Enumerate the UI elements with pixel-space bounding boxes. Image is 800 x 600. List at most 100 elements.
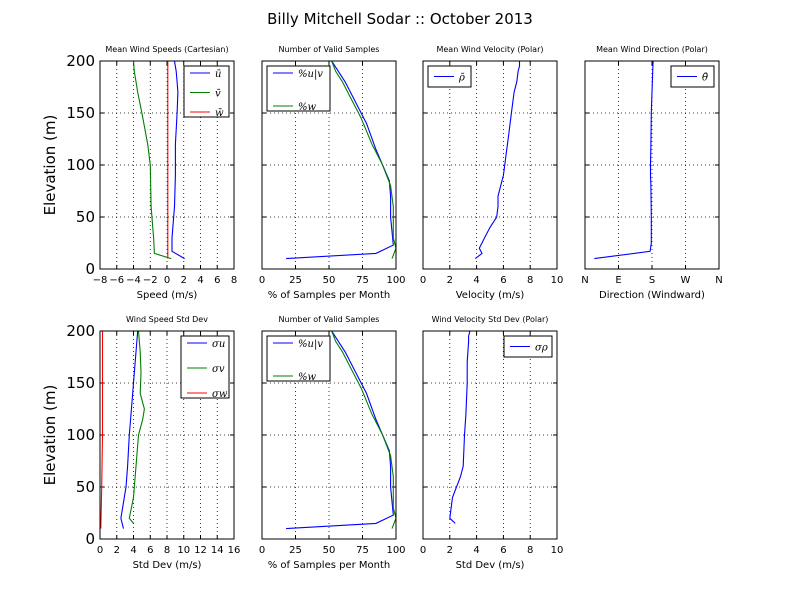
legend: σρ (503, 335, 553, 358)
chart-wind-velocity-std-dev: Wind Velocity Std Dev (Polar) 0 2 4 6 8 10 Std … (420, 315, 564, 571)
y-tick-label: 200 (66, 52, 95, 70)
series-line-0 (594, 61, 654, 260)
series-line-2 (100, 331, 104, 529)
x-tick-label: 6 (500, 545, 506, 556)
chart-title: Wind Speed Std Dev (126, 315, 208, 324)
legend-label: ū (215, 69, 221, 80)
x-tick-label: N (581, 275, 588, 286)
series-line-1 (132, 61, 172, 260)
legend-label: σu (212, 339, 225, 350)
chart-title: Mean Wind Velocity (Polar) (436, 45, 543, 54)
x-axis-label: % of Samples per Month (268, 290, 391, 301)
x-tick-label: W (681, 275, 691, 286)
x-tick-label: 16 (228, 545, 241, 556)
x-axis-label: Std Dev (m/s) (133, 560, 202, 571)
legend-label: %u|v (298, 339, 323, 350)
legend-label: %w (298, 102, 317, 113)
x-tick-label: 10 (551, 275, 564, 286)
x-tick-label: 14 (211, 545, 224, 556)
x-tick-label: E (615, 275, 621, 286)
chart-title: Mean Wind Speeds (Cartesian) (105, 45, 228, 54)
series-line-1 (331, 61, 396, 259)
x-tick-label: 4 (473, 545, 479, 556)
x-tick-label: 0 (420, 275, 426, 286)
legend-label: σρ (535, 343, 548, 354)
legend-label: σw (212, 389, 228, 400)
y-tick-label: 100 (66, 156, 95, 174)
legend-box (180, 335, 230, 399)
plot-frame (422, 60, 558, 270)
legend-label: w̄ (215, 108, 224, 119)
x-tick-label: 10 (177, 545, 190, 556)
x-tick-label: 6 (147, 545, 153, 556)
series-line-0 (449, 331, 471, 524)
legend-label: ρ̄ (458, 73, 465, 84)
y-tick-label: 150 (66, 374, 95, 392)
plot-frame (584, 60, 720, 270)
y-axis-label: Elevation (m) (41, 385, 59, 486)
x-tick-label: 100 (386, 275, 405, 286)
x-tick-label: 25 (289, 545, 302, 556)
legend: ρ̄ (427, 65, 472, 88)
chart-mean-wind-direction: Mean Wind Direction (Polar) N E S W N Directio… (581, 45, 722, 301)
chart-title: Number of Valid Samples (279, 45, 380, 54)
x-tick-label: 8 (527, 275, 533, 286)
x-tick-label: 50 (323, 275, 336, 286)
y-tick-label: 200 (66, 322, 95, 340)
x-tick-label: 2 (447, 545, 453, 556)
y-tick-label: 50 (76, 208, 95, 226)
legend-label: θ̄ (702, 73, 708, 84)
x-tick-label: −8 (93, 275, 108, 286)
figure-title: Billy Mitchell Sodar :: October 2013 (267, 10, 533, 28)
chart-valid-samples-top: Number of Valid Samples 0 25 50 75 100 % of Sa… (259, 45, 406, 301)
x-tick-label: 12 (194, 545, 207, 556)
x-tick-label: 6 (214, 275, 220, 286)
legend: %u|v %w (266, 65, 331, 113)
legend: θ̄ (670, 65, 715, 88)
x-tick-label: 10 (551, 545, 564, 556)
x-tick-label: −6 (109, 275, 124, 286)
legend-box (183, 65, 230, 118)
x-axis-label: Speed (m/s) (137, 290, 198, 301)
legend-label: %w (298, 372, 317, 383)
x-tick-label: N (715, 275, 722, 286)
legend-label: %u|v (298, 69, 323, 80)
series-line-0 (120, 331, 139, 529)
x-tick-label: S (649, 275, 655, 286)
x-tick-label: 2 (447, 275, 453, 286)
x-tick-label: 4 (130, 545, 136, 556)
y-tick-label: 100 (66, 426, 95, 444)
x-tick-label: 4 (197, 275, 203, 286)
chart-mean-wind-speeds: Mean Wind Speeds (Cartesian)−8 −6 −4 −2 0 2 4 6… (41, 45, 237, 301)
x-tick-label: 6 (500, 275, 506, 286)
chart-title: Mean Wind Direction (Polar) (596, 45, 708, 54)
x-tick-label: 8 (231, 275, 237, 286)
x-tick-label: 0 (420, 545, 426, 556)
x-axis-label: % of Samples per Month (268, 560, 391, 571)
series-line-0 (474, 61, 521, 260)
x-tick-label: 0 (259, 275, 265, 286)
chart-title: Wind Velocity Std Dev (Polar) (432, 315, 549, 324)
legend-label: σv (212, 364, 225, 375)
x-tick-label: 0 (97, 545, 103, 556)
x-tick-label: −2 (143, 275, 158, 286)
y-tick-label: 50 (76, 478, 95, 496)
x-tick-label: 8 (164, 545, 170, 556)
x-tick-label: 8 (527, 545, 533, 556)
x-axis-label: Std Dev (m/s) (456, 560, 525, 571)
y-tick-label: 0 (85, 530, 95, 548)
x-tick-label: 50 (323, 545, 336, 556)
chart-valid-samples-bottom: Number of Valid Samples 0 25 50 75 100 % of Sa… (259, 315, 406, 571)
legend: %u|v %w (266, 335, 331, 383)
x-tick-label: 25 (289, 275, 302, 286)
x-tick-label: −4 (126, 275, 141, 286)
plot-frame (99, 330, 235, 540)
x-tick-label: 75 (356, 275, 369, 286)
y-tick-label: 150 (66, 104, 95, 122)
y-tick-label: 0 (85, 260, 95, 278)
legend-label: v̄ (215, 89, 221, 100)
x-tick-label: 2 (114, 545, 120, 556)
chart-mean-wind-velocity: Mean Wind Velocity (Polar) 0 2 4 6 8 10 Velocit… (420, 45, 564, 301)
